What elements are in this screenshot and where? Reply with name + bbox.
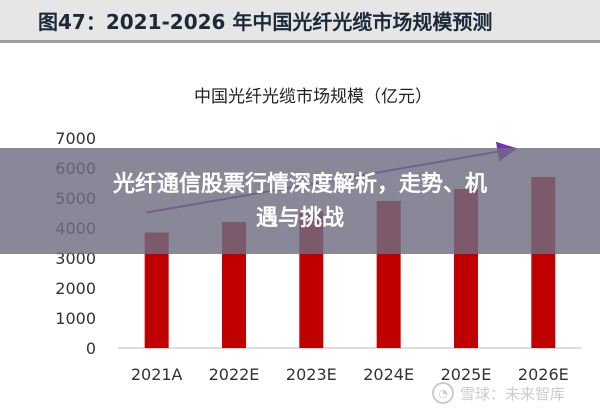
article-banner: 光纤通信股票行情深度解析，走势、机 遇与挑战 [0, 148, 600, 254]
y-tick-label: 7000 [55, 129, 96, 148]
x-tick-label: 2022E [209, 365, 260, 384]
figure-header: 图47：2021-2026 年中国光纤光缆市场规模预测 [0, 0, 600, 43]
x-tick-label: 2026E [518, 365, 569, 384]
watermark: ◔ 雪球：未来智库 [432, 380, 565, 406]
x-tick-label: 2025E [441, 365, 492, 384]
y-tick-label: 0 [86, 339, 96, 358]
banner-title: 光纤通信股票行情深度解析，走势、机 遇与挑战 [0, 168, 600, 236]
banner-line-1: 光纤通信股票行情深度解析，走势、机 [112, 172, 487, 197]
y-tick-label: 1000 [55, 309, 96, 328]
y-tick-label: 2000 [55, 279, 96, 298]
snowball-logo-icon: ◔ [432, 382, 454, 404]
x-tick-label: 2024E [363, 365, 414, 384]
chart-title: 中国光纤光缆市场规模（亿元） [194, 87, 432, 107]
x-tick-label: 2023E [286, 365, 337, 384]
watermark-text: 雪球：未来智库 [460, 384, 566, 403]
banner-line-2: 遇与挑战 [255, 206, 344, 231]
x-tick-label: 2021A [131, 365, 183, 384]
figure-title: 图47：2021-2026 年中国光纤光缆市场规模预测 [38, 10, 493, 34]
